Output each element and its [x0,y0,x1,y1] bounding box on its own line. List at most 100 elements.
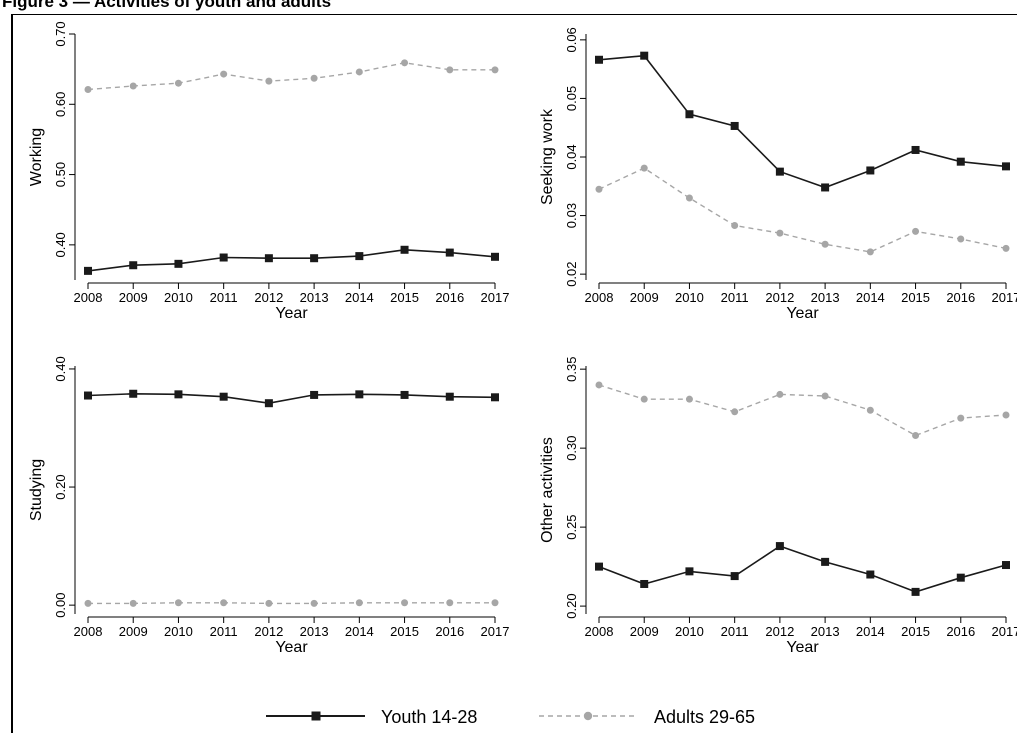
working-youth-point [310,254,319,263]
figure-caption-text: Figure 3 — Activities of youth and adult… [2,0,332,11]
studying-x-tick-label: 2017 [481,624,510,639]
working-x-tick-label: 2012 [254,290,283,305]
other-activities-adults-point [866,406,874,414]
seeking-work-youth-point [640,51,649,60]
studying-youth-point [400,390,409,399]
working-youth-point [491,252,499,261]
working-youth-point [84,266,92,275]
working-y-tick-label: 0.70 [53,21,68,46]
panel-studying: 0.00 0.20 0.40 2008 2009 2010 2011 2012 2013 2014… [28,356,509,656]
studying-x-tick-label: 2009 [119,624,148,639]
other-activities-youth-point [595,562,603,571]
legend-adults-marker [583,711,593,721]
studying-x-tick-label: 2010 [164,624,193,639]
working-x-tick-label: 2008 [74,290,103,305]
legend-adults-label: Adults 29-65 [654,707,755,727]
seeking-work-youth-line [598,54,1007,189]
working-youth-point [264,254,273,263]
seeking-work-y-tick-label: 0.02 [564,261,579,286]
studying-youth-point [491,393,499,402]
other-activities-x-tick-label: 2011 [721,624,749,639]
working-youth-point [355,252,364,261]
seeking-work-youth-point [775,167,784,176]
seeking-work-adults-point [731,222,739,230]
working-adults-point [129,82,137,90]
other-activities-adults-point [957,414,965,422]
working-youth-point [219,253,228,262]
figure-caption: Figure 3 — Activities of youth and adult… [0,0,1017,12]
other-activities-youth-line [598,545,1007,593]
other-activities-x-tick-label: 2008 [585,624,614,639]
working-adults-point [265,77,273,85]
working-y-tick-label: 0.50 [53,162,68,187]
working-adults-point [310,74,318,82]
seeking-work-x-tick-label: 2017 [992,290,1017,305]
other-activities-youth-point [866,570,875,579]
working-youth-point [445,248,454,257]
studying-y-tick-label: 0.20 [53,474,68,499]
other-activities-x-tick-label: 2015 [901,624,930,639]
studying-y-tick-label: 0.40 [53,356,68,381]
working-adults-point [446,66,454,74]
seeking-work-y-axis-title: Seeking work [539,108,556,205]
seeking-work-adults-point [1002,244,1010,252]
other-activities-youth-point [1002,561,1010,570]
other-activities-adults-point [731,408,739,416]
other-activities-x-tick-label: 2017 [992,624,1017,639]
seeking-work-youth-point [595,55,603,64]
studying-youth-point [310,390,319,399]
legend-youth-label: Youth 14-28 [381,707,477,727]
working-adults-point [174,79,182,87]
working-x-tick-label: 2014 [345,290,374,305]
seeking-work-adults-point [640,164,648,172]
studying-x-tick-label: 2016 [435,624,464,639]
studying-youth-line [87,392,496,405]
studying-x-tick-label: 2012 [254,624,283,639]
working-adults-point [491,66,499,74]
other-activities-y-axis-title: Other activities [539,437,556,543]
studying-adults-point [491,599,499,607]
working-x-tick-label: 2015 [390,290,419,305]
legend-youth-marker [311,711,321,721]
seeking-work-youth-point [730,121,739,130]
studying-youth-point [219,392,228,401]
studying-x-tick-label: 2015 [390,624,419,639]
other-activities-youth-point [821,557,830,566]
working-youth-line [87,248,496,272]
working-x-tick-label: 2013 [300,290,329,305]
studying-x-tick-label: 2014 [345,624,374,639]
other-activities-x-axis-title: Year [786,639,819,656]
seeking-work-youth-point [866,166,875,175]
other-activities-youth-point [685,567,694,576]
other-activities-adults-point [912,432,920,440]
working-adults-point [355,68,363,76]
other-activities-adults-point [821,392,829,400]
seeking-work-adults-point [912,227,920,235]
other-activities-x-tick-label: 2014 [856,624,885,639]
studying-adults-point [355,599,363,607]
other-activities-x-tick-label: 2010 [675,624,704,639]
seeking-work-x-tick-label: 2008 [585,290,614,305]
working-x-tick-label: 2009 [119,290,148,305]
seeking-work-adults-point [957,235,965,243]
working-x-tick-label: 2016 [435,290,464,305]
seeking-work-x-tick-label: 2012 [765,290,794,305]
other-activities-adults-point [685,395,693,403]
working-y-tick-label: 0.60 [53,92,68,117]
seeking-work-youth-point [821,183,830,192]
working-x-tick-label: 2011 [210,290,238,305]
working-adults-point [84,86,92,94]
working-adults-point [220,70,228,78]
panels-layer: 0.40 0.50 0.60 0.70 2008 2009 2010 2011 2012 2013… [28,21,1017,656]
seeking-work-youth-point [956,157,965,166]
working-x-axis-title: Year [275,305,308,322]
studying-youth-point [355,390,364,399]
other-activities-y-tick-label: 0.25 [564,514,579,539]
studying-youth-point [84,391,92,400]
other-activities-youth-point [911,587,920,596]
working-youth-point [174,259,183,268]
seeking-work-y-tick-label: 0.04 [564,144,579,169]
seeking-work-adults-point [866,248,874,256]
studying-youth-point [174,390,183,399]
